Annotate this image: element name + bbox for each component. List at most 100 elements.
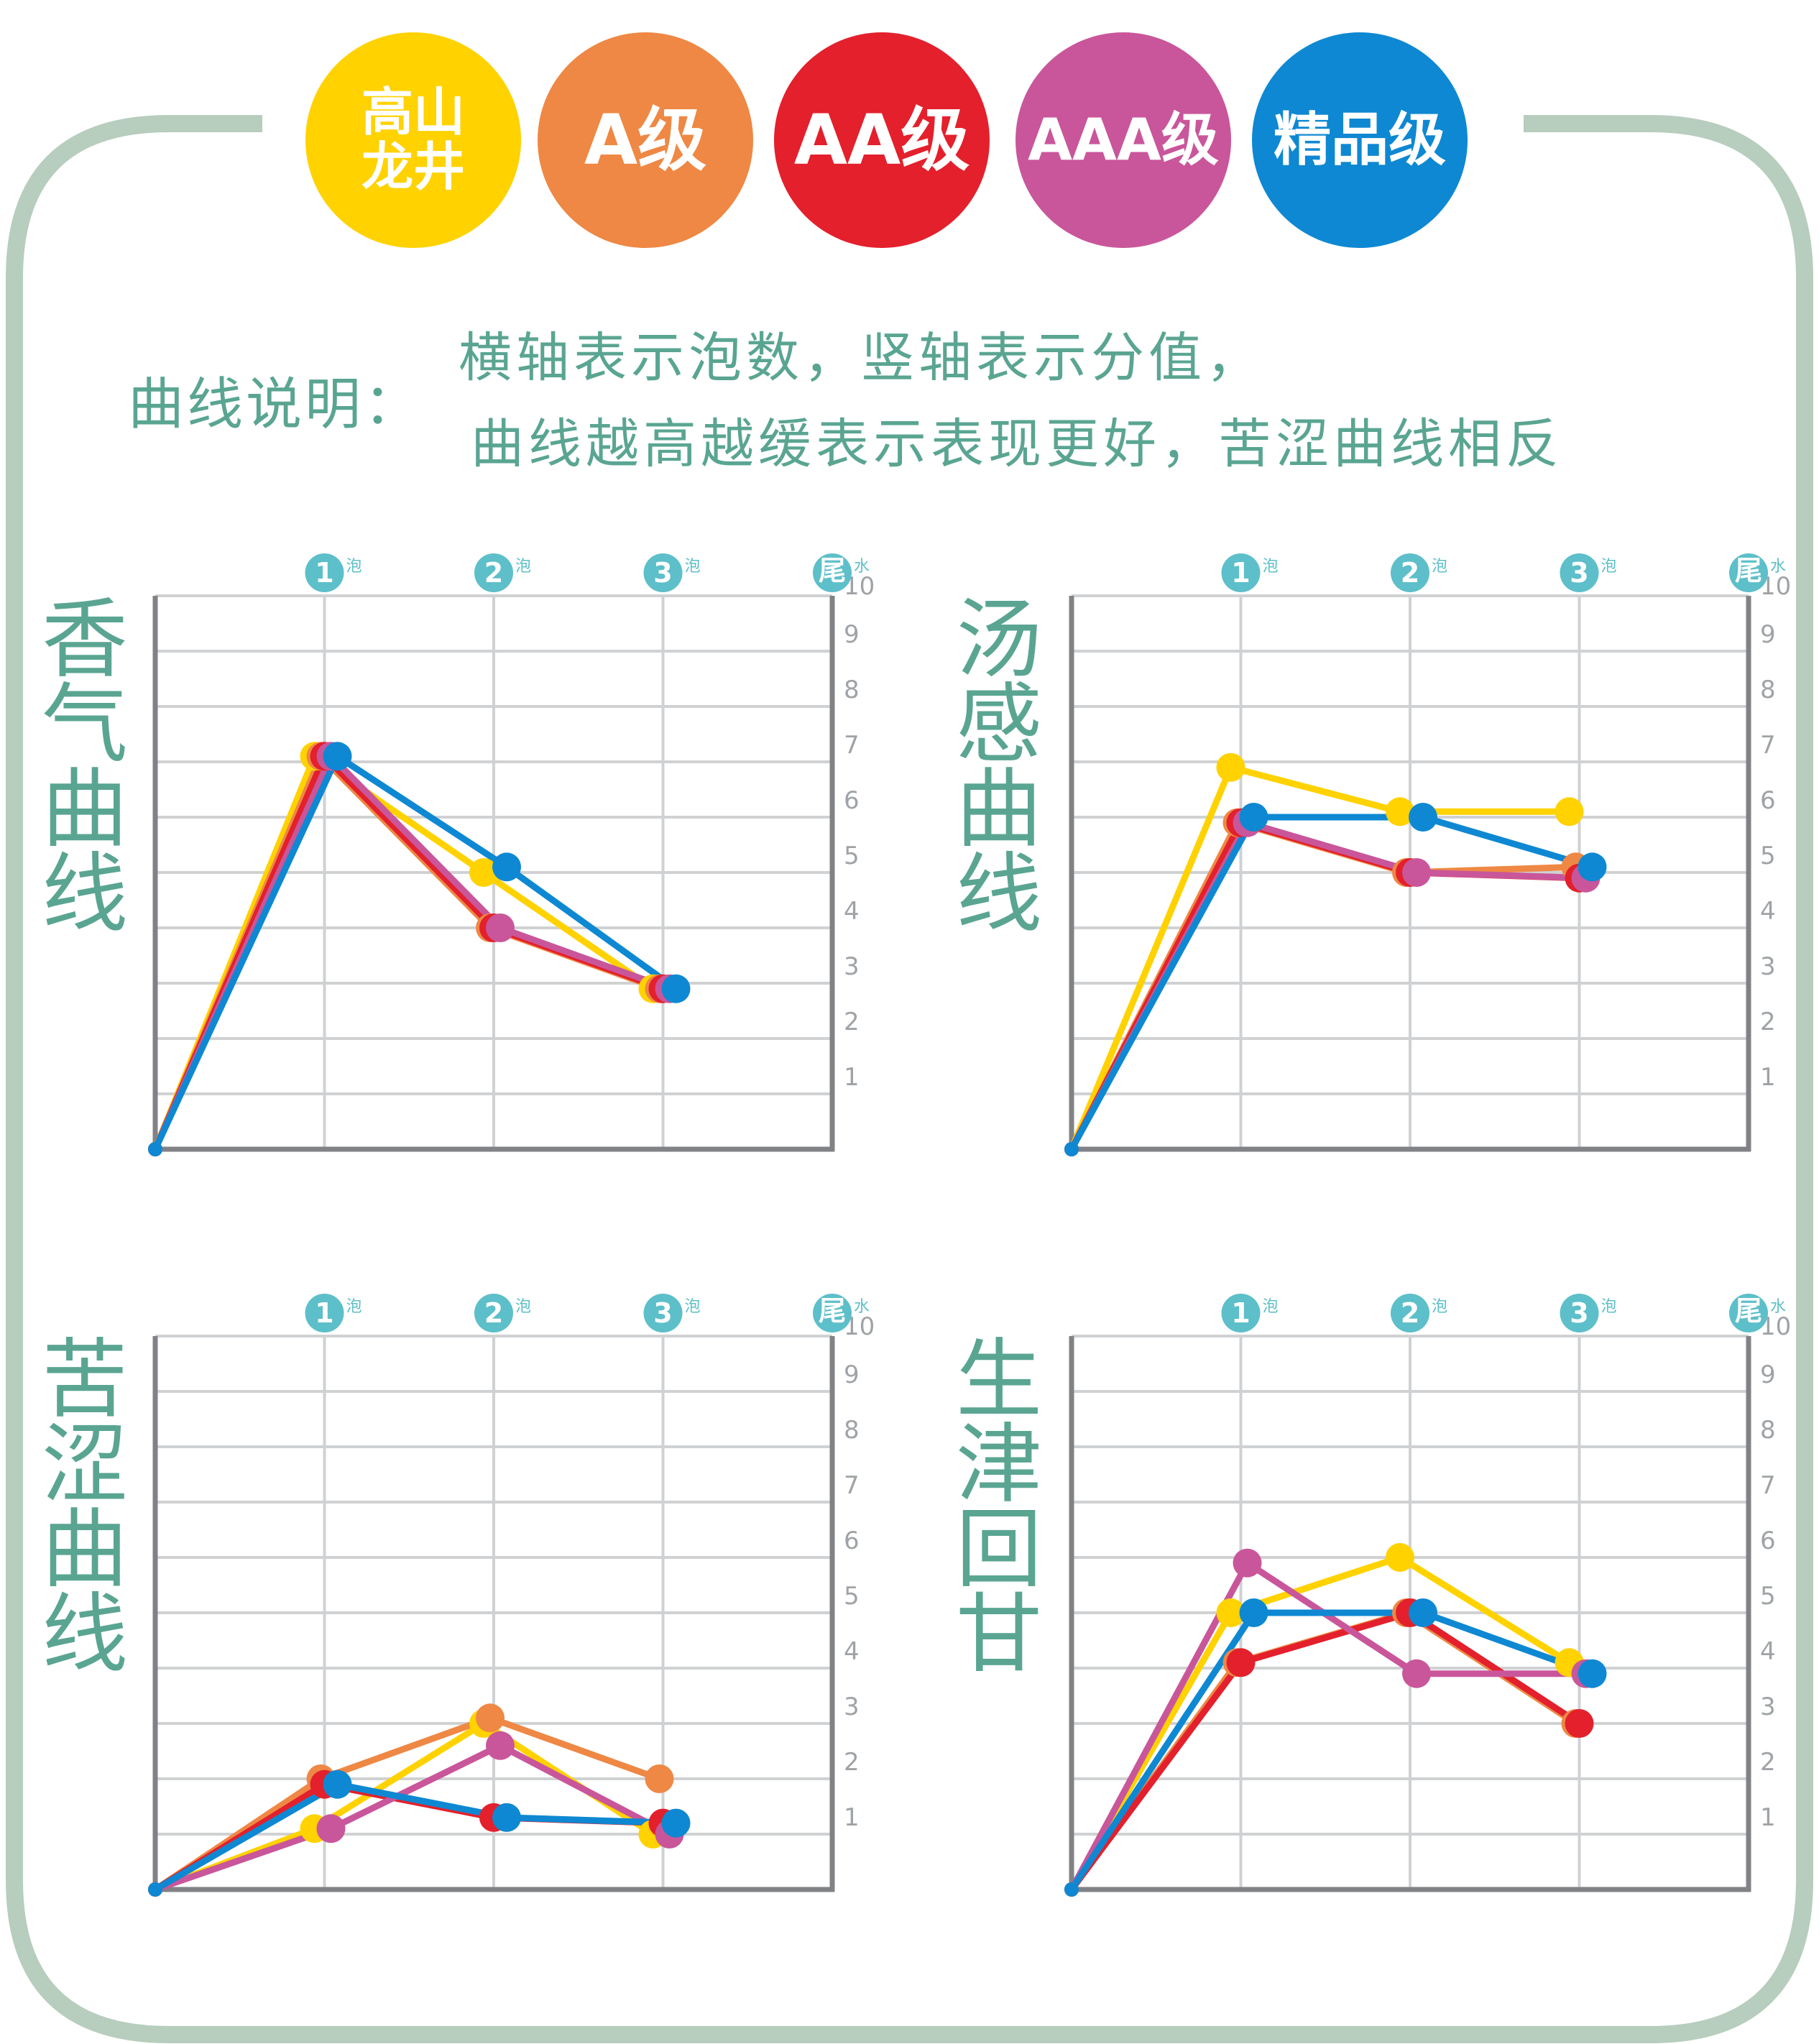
bitterness-chart: 123456789101 泡 2 泡 3 泡尾水: [148, 1294, 875, 1897]
legend-badge-aa-grade: AA级: [774, 32, 990, 248]
brew-marker-label: 3: [1570, 557, 1588, 589]
brew-marker-unit: 泡: [1263, 558, 1279, 576]
data-point-premium: [148, 1142, 162, 1156]
series-line-aaa-grade: [1069, 1560, 1586, 1892]
y-tick-label: 1: [844, 1063, 860, 1092]
brew-marker-label: 3: [1570, 1297, 1588, 1329]
brew-marker-unit: 泡: [1432, 558, 1447, 576]
legend-label: AA级: [793, 99, 970, 180]
brew-marker: [1221, 553, 1261, 592]
series-line-premium: [153, 1781, 676, 1892]
brew-marker-label: 2: [484, 557, 503, 589]
brew-marker: [1729, 553, 1768, 592]
y-tick-label: 1: [844, 1803, 860, 1832]
y-tick-label: 4: [844, 1637, 860, 1666]
y-tick-label: 8: [1760, 1416, 1776, 1445]
brew-marker-unit: 水: [854, 558, 870, 576]
data-point-premium: [323, 1769, 352, 1799]
legend-label: AAA级: [1028, 106, 1219, 173]
y-tick-label: 3: [1760, 1693, 1776, 1721]
brew-marker: [474, 553, 513, 592]
y-tick-label: 9: [844, 1361, 860, 1389]
legend-badge-gaoshan-longjing: 高山 龙井: [305, 32, 521, 248]
brew-marker-unit: 泡: [1601, 558, 1617, 576]
data-point-gaoshan: [1386, 1543, 1414, 1572]
y-tick-label: 3: [844, 1693, 860, 1721]
brew-marker-label: 1: [315, 557, 333, 589]
data-point-aaa-grade: [1233, 1548, 1262, 1578]
data-point-aaa-grade: [316, 1814, 346, 1843]
brew-marker-label: 2: [484, 1297, 503, 1329]
brew-marker: [643, 1294, 683, 1332]
brew-marker-unit: 泡: [1601, 1298, 1617, 1316]
data-point-gaoshan: [1216, 752, 1245, 782]
y-tick-label: 2: [1760, 1748, 1776, 1777]
data-point-premium: [1409, 1598, 1437, 1627]
data-point-aa-grade: [1226, 1648, 1256, 1677]
data-point-gaoshan: [1216, 1598, 1245, 1627]
data-point-premium: [492, 852, 521, 882]
brew-marker: [1729, 1294, 1768, 1332]
data-point-a-grade: [476, 1703, 505, 1733]
series-line-gaoshan: [1069, 1554, 1571, 1892]
brew-marker-unit: 泡: [346, 1298, 362, 1316]
liquor-texture-chart: 123456789101 泡 2 泡 3 泡尾水: [1064, 553, 1791, 1156]
data-point-premium: [661, 974, 691, 1003]
brew-marker-label: 尾: [1735, 1295, 1762, 1327]
note-line-1: 横轴表示泡数，竖轴表示分值，: [459, 327, 1263, 389]
aroma-chart: 123456789101 泡 2 泡 3 泡尾水: [148, 553, 875, 1156]
legend-label: 精品级: [1274, 106, 1446, 173]
brew-marker-unit: 水: [1770, 1298, 1786, 1316]
series-line-gaoshan: [1068, 764, 1570, 1151]
data-point-aaa-grade: [486, 913, 515, 942]
legend-label: A级: [584, 99, 707, 180]
brew-marker-label: 2: [1401, 1297, 1419, 1329]
data-point-premium: [1064, 1142, 1079, 1156]
brew-marker-unit: 泡: [346, 558, 362, 576]
y-tick-label: 5: [1760, 842, 1776, 870]
y-tick-label: 5: [1760, 1582, 1776, 1611]
data-point-aaa-grade: [486, 1731, 515, 1760]
y-tick-label: 6: [844, 786, 860, 815]
y-tick-label: 9: [1760, 620, 1776, 649]
brew-marker-label: 尾: [819, 555, 846, 586]
series-line-aaa-grade: [154, 1742, 671, 1893]
y-tick-label: 8: [844, 676, 860, 704]
data-point-aaa-grade: [1402, 858, 1431, 887]
brew-marker-unit: 泡: [515, 1298, 531, 1316]
data-point-premium: [1239, 1598, 1268, 1627]
brew-marker-unit: 泡: [685, 558, 701, 576]
data-point-premium: [1239, 803, 1268, 832]
chart-title-bitterness: 苦涩曲线: [42, 1330, 128, 1685]
legend-badge-premium-grade: 精品级: [1252, 32, 1468, 248]
data-point-premium: [323, 742, 352, 771]
brew-marker: [474, 1294, 513, 1332]
y-tick-label: 5: [844, 1582, 860, 1611]
data-point-premium: [661, 1808, 691, 1838]
data-point-premium: [1064, 1882, 1079, 1897]
data-point-premium: [1578, 1659, 1607, 1688]
chart-title-aroma: 香气曲线: [42, 590, 128, 944]
brew-marker: [1560, 553, 1599, 592]
brew-marker: [1221, 1294, 1261, 1332]
brew-marker-unit: 水: [1770, 558, 1786, 576]
y-tick-label: 7: [844, 731, 860, 760]
y-tick-label: 4: [844, 897, 860, 926]
data-point-premium: [1409, 803, 1437, 832]
y-tick-label: 4: [1760, 897, 1776, 926]
brew-marker-label: 尾: [819, 1295, 846, 1327]
brew-marker-unit: 泡: [1432, 1298, 1447, 1316]
series-line-a-grade: [152, 752, 661, 1151]
y-tick-label: 6: [1760, 786, 1776, 815]
brew-marker-label: 1: [1231, 557, 1250, 589]
brew-marker-unit: 泡: [515, 558, 531, 576]
brew-marker-label: 1: [1231, 1297, 1250, 1329]
data-point-a-grade: [645, 1764, 674, 1793]
data-point-gaoshan: [1555, 797, 1584, 827]
data-point-aaa-grade: [1402, 1659, 1431, 1688]
y-tick-label: 2: [844, 1748, 860, 1777]
brew-marker: [305, 553, 344, 592]
brew-marker-label: 3: [653, 1297, 672, 1329]
y-tick-label: 8: [1760, 676, 1776, 704]
